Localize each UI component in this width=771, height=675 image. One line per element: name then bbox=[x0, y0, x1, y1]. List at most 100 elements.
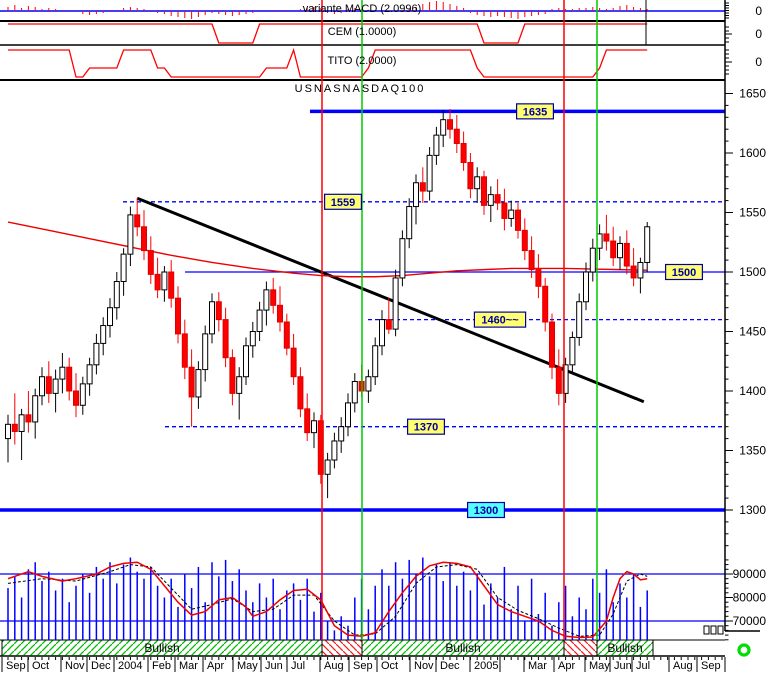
candle bbox=[413, 182, 419, 208]
volume-tick-label: 70000 bbox=[733, 614, 767, 628]
candle bbox=[528, 250, 535, 271]
volume-ma-slow bbox=[7, 564, 648, 637]
vertical-markers bbox=[321, 0, 647, 640]
candle bbox=[168, 271, 175, 299]
macd-zero-label: 0 bbox=[755, 4, 762, 18]
price-level-tag[interactable] bbox=[324, 193, 363, 210]
month-label: Mar bbox=[179, 660, 198, 672]
volume-tick-label: 90000 bbox=[733, 567, 767, 581]
price-level-tag[interactable] bbox=[473, 311, 527, 328]
regime-band-label: Bullish bbox=[607, 641, 642, 655]
price-level-tag[interactable] bbox=[515, 103, 554, 120]
candle bbox=[399, 238, 406, 279]
price-tick-label: 1500 bbox=[739, 265, 766, 279]
candle bbox=[277, 304, 283, 323]
month-label: May bbox=[237, 660, 258, 672]
month-label: Apr bbox=[558, 660, 575, 672]
candle bbox=[487, 194, 494, 206]
price-tick-label: 1300 bbox=[739, 503, 766, 517]
candle bbox=[18, 414, 25, 432]
tito-pane bbox=[8, 47, 648, 78]
candle bbox=[338, 426, 345, 442]
month-label: Oct bbox=[32, 660, 49, 672]
tito-zero-label: 0 bbox=[755, 55, 762, 69]
candle bbox=[644, 226, 651, 263]
month-label: Nov bbox=[65, 660, 85, 672]
month-label: Jul bbox=[291, 660, 305, 672]
regime-band-bearish bbox=[321, 639, 363, 657]
candle bbox=[107, 307, 113, 327]
price-ma bbox=[7, 221, 648, 278]
month-label: 2005 bbox=[474, 660, 498, 672]
price-level-tag[interactable] bbox=[664, 263, 703, 281]
month-label: 2004 bbox=[118, 660, 142, 672]
candle bbox=[120, 253, 127, 283]
price-tick-label: 1450 bbox=[739, 325, 766, 339]
candle bbox=[209, 301, 215, 335]
candle bbox=[249, 331, 256, 347]
candle bbox=[25, 414, 32, 423]
price-tick-label: 1350 bbox=[739, 444, 766, 458]
candle bbox=[52, 378, 59, 394]
candle bbox=[154, 273, 161, 291]
candle bbox=[141, 226, 147, 252]
month-label: Jul bbox=[636, 660, 650, 672]
volume-pane bbox=[0, 557, 725, 640]
status bbox=[737, 643, 751, 657]
candlesticks bbox=[5, 108, 651, 499]
candle bbox=[66, 366, 73, 392]
month-label: Mar bbox=[528, 660, 547, 672]
candle bbox=[603, 233, 610, 242]
candle bbox=[453, 128, 460, 144]
candle bbox=[501, 202, 508, 219]
candle bbox=[583, 271, 589, 303]
svg-text:1559: 1559 bbox=[331, 197, 355, 209]
price-level-tag[interactable] bbox=[467, 501, 506, 519]
candle bbox=[147, 250, 154, 275]
candle bbox=[127, 214, 134, 255]
candle bbox=[113, 281, 120, 309]
axis-artifact bbox=[703, 625, 724, 635]
candle bbox=[385, 319, 392, 330]
y-axis: 0 0 0 1650 1600 1550 1500 1450 1400 1350 1300 90000… bbox=[724, 0, 767, 641]
candle bbox=[521, 229, 528, 252]
candle bbox=[549, 321, 555, 368]
candle bbox=[440, 119, 447, 136]
candle bbox=[39, 376, 45, 397]
candle bbox=[406, 206, 413, 240]
candle bbox=[93, 342, 100, 366]
regime-band-bearish bbox=[563, 639, 598, 657]
month-label: Aug bbox=[324, 660, 344, 672]
candle bbox=[576, 301, 583, 338]
candle bbox=[161, 271, 168, 291]
candle bbox=[263, 289, 270, 311]
candle bbox=[5, 423, 11, 440]
candle bbox=[331, 440, 338, 461]
candle bbox=[11, 423, 18, 432]
price-level-tag[interactable] bbox=[407, 418, 446, 435]
candle bbox=[86, 364, 93, 385]
candle bbox=[59, 366, 66, 380]
candle bbox=[229, 357, 236, 394]
candle bbox=[623, 242, 630, 267]
candle bbox=[589, 247, 596, 273]
candle bbox=[134, 214, 141, 228]
cem-pane-label: CEM (1.0000) bbox=[327, 26, 397, 38]
month-label: Sep bbox=[353, 660, 373, 672]
candle bbox=[426, 154, 433, 192]
svg-text:1460~~: 1460~~ bbox=[481, 315, 519, 327]
candle bbox=[188, 366, 195, 398]
month-label: Dec bbox=[91, 660, 111, 672]
candle bbox=[195, 369, 202, 398]
svg-text:1635: 1635 bbox=[523, 106, 547, 118]
candle bbox=[270, 289, 277, 306]
candle bbox=[345, 402, 351, 428]
candle bbox=[317, 420, 324, 475]
candle bbox=[202, 333, 209, 371]
candle bbox=[630, 265, 637, 279]
month-label: May bbox=[589, 660, 610, 672]
candle bbox=[324, 459, 331, 475]
price-tick-label: 1550 bbox=[739, 206, 766, 220]
